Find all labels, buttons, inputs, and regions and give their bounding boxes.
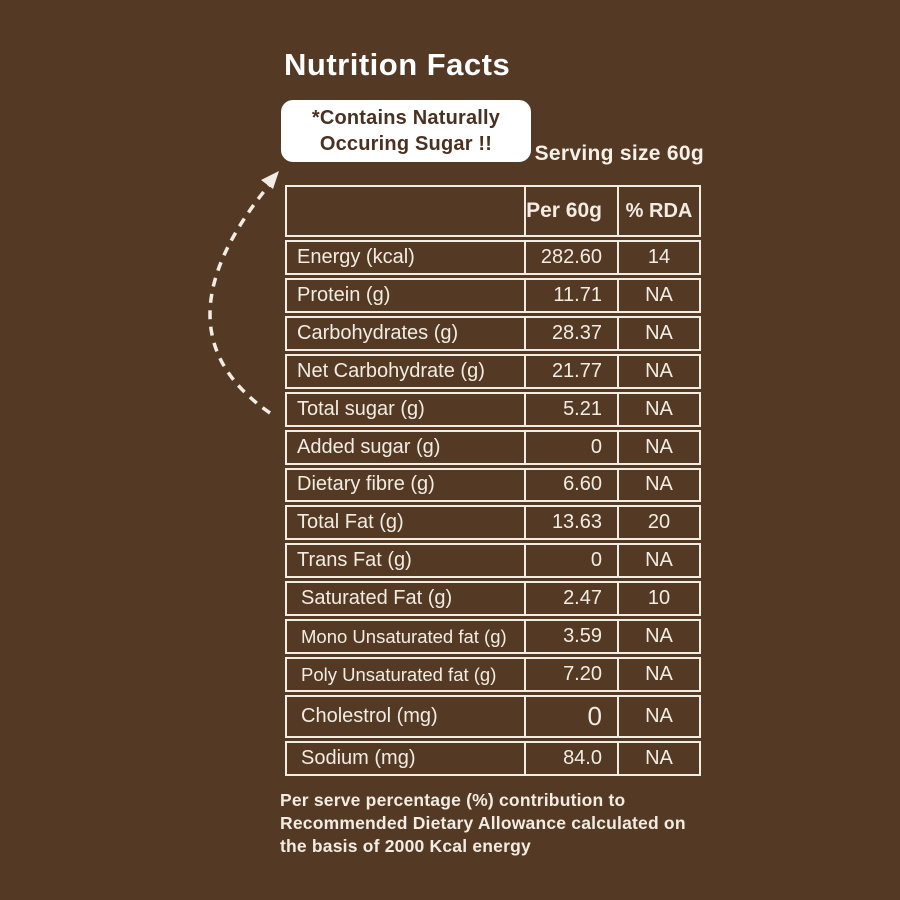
header-per-60g: Per 60g [524, 187, 617, 235]
row-value: 2.47 [524, 583, 617, 615]
row-label: Total Fat (g) [297, 511, 404, 534]
footnote-line-3: the basis of 2000 Kcal energy [280, 836, 531, 856]
row-rda: NA [617, 697, 699, 736]
row-label: Dietary fibre (g) [297, 473, 435, 496]
table-row-sodium: Sodium (mg) 84.0 NA [285, 740, 701, 776]
row-value: 11.71 [524, 279, 617, 311]
row-rda: NA [617, 621, 699, 653]
table-row-dietary-fibre: Dietary fibre (g) 6.60 NA [285, 467, 701, 503]
row-label: Total sugar (g) [297, 397, 425, 420]
table-row-mono-unsaturated-fat: Mono Unsaturated fat (g) 3.59 NA [285, 619, 701, 655]
row-rda: NA [617, 355, 699, 387]
table-header-row: Per 60g % RDA [285, 185, 701, 237]
row-label: Trans Fat (g) [297, 549, 412, 572]
footnote-line-1: Per serve percentage (%) contribution to [280, 790, 626, 810]
serving-size-label: Serving size 60g [534, 142, 704, 165]
row-label: Net Carbohydrate (g) [297, 359, 485, 382]
row-label: Protein (g) [297, 283, 391, 306]
row-rda: NA [617, 659, 699, 691]
row-value: 282.60 [524, 242, 617, 273]
row-value: 7.20 [524, 659, 617, 691]
row-label: Sodium (mg) [301, 746, 416, 769]
table-row-energy: Energy (kcal) 282.60 14 [285, 240, 701, 275]
table-row-saturated-fat: Saturated Fat (g) 2.47 10 [285, 581, 701, 617]
row-value: 84.0 [524, 742, 617, 774]
header-rda: % RDA [617, 187, 699, 235]
row-value: 3.59 [524, 621, 617, 653]
footnote-line-2: Recommended Dietary Allowance calculated… [280, 813, 686, 833]
callout-line-1: *Contains Naturally [311, 107, 501, 129]
page-title: Nutrition Facts [284, 47, 511, 82]
row-label: Cholestrol (mg) [301, 705, 438, 728]
naturally-occuring-sugar-callout: *Contains Naturally Occuring Sugar !! [281, 100, 531, 162]
row-value: 13.63 [524, 507, 617, 539]
table-row-trans-fat: Trans Fat (g) 0 NA [285, 543, 701, 579]
table-row-total-sugar: Total sugar (g) 5.21 NA [285, 391, 701, 427]
table-row-cholestrol: Cholestrol (mg) 0 NA [285, 695, 701, 738]
row-rda: NA [617, 279, 699, 311]
row-label: Poly Unsaturated fat (g) [301, 663, 497, 685]
row-label: Saturated Fat (g) [301, 587, 453, 610]
row-rda: NA [617, 393, 699, 425]
row-label: Mono Unsaturated fat (g) [301, 625, 507, 647]
row-value: 6.60 [524, 469, 617, 501]
row-value: 0 [524, 431, 617, 463]
table-row-net-carbohydrate: Net Carbohydrate (g) 21.77 NA [285, 353, 701, 389]
row-rda: NA [617, 317, 699, 349]
callout-line-2: Occuring Sugar !! [319, 133, 493, 155]
table-row-carbohydrates: Carbohydrates (g) 28.37 NA [285, 315, 701, 351]
row-rda: 14 [617, 242, 699, 273]
row-value: 5.21 [524, 393, 617, 425]
table-row-total-fat: Total Fat (g) 13.63 20 [285, 505, 701, 541]
row-label: Added sugar (g) [297, 435, 441, 458]
row-rda: NA [617, 469, 699, 501]
header-blank-cell [287, 187, 524, 235]
row-value: 28.37 [524, 317, 617, 349]
row-rda: 10 [617, 583, 699, 615]
table-row-added-sugar: Added sugar (g) 0 NA [285, 429, 701, 465]
row-rda: 20 [617, 507, 699, 539]
table-row-poly-unsaturated-fat: Poly Unsaturated fat (g) 7.20 NA [285, 657, 701, 693]
row-label: Carbohydrates (g) [297, 321, 459, 344]
row-value: 0 [524, 697, 617, 736]
row-rda: NA [617, 431, 699, 463]
row-rda: NA [617, 742, 699, 774]
table-row-protein: Protein (g) 11.71 NA [285, 277, 701, 313]
rda-footnote: Per serve percentage (%) contribution to… [280, 789, 730, 858]
row-rda: NA [617, 545, 699, 577]
row-label: Energy (kcal) [297, 245, 415, 268]
row-value: 21.77 [524, 355, 617, 387]
row-value: 0 [524, 545, 617, 577]
nutrition-table: Per 60g % RDA Energy (kcal) 282.60 14 Pr… [285, 185, 701, 776]
